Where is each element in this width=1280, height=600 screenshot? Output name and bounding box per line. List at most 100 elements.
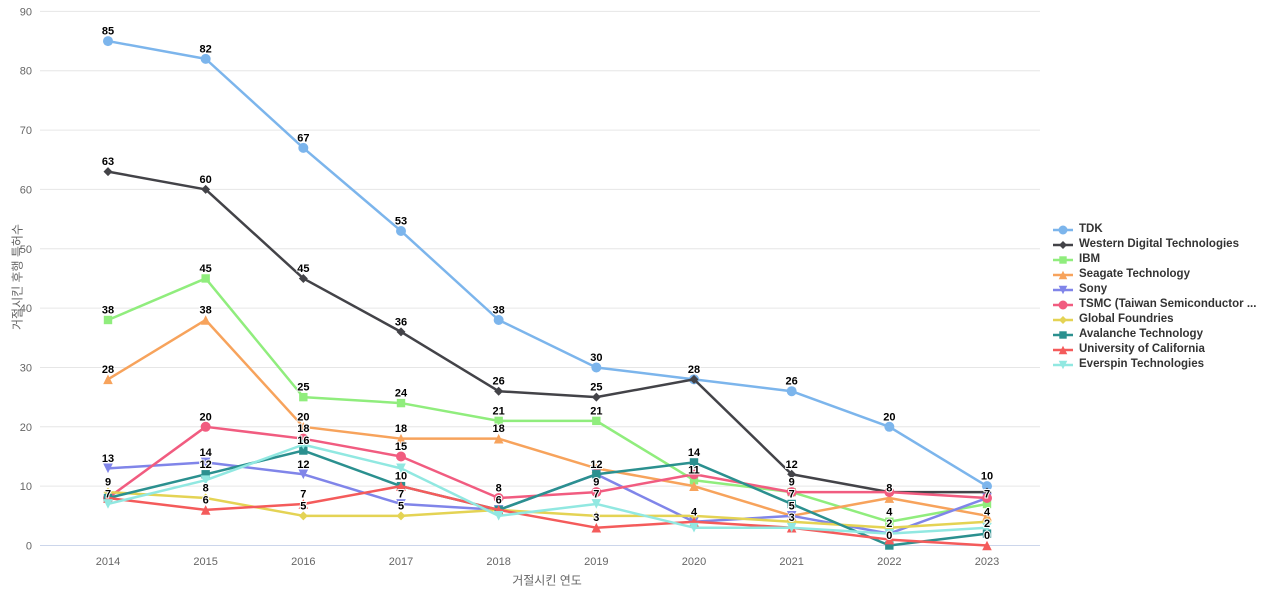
legend-label: University of California (1079, 343, 1205, 355)
legend-item[interactable]: Avalanche Technology (1052, 327, 1256, 342)
data-label: 28 (688, 364, 700, 376)
data-label: 13 (102, 453, 114, 465)
data-label: 0 (984, 530, 990, 542)
x-tick-label: 2014 (96, 556, 120, 568)
y-tick-label: 70 (20, 125, 32, 137)
data-label: 30 (590, 352, 602, 364)
y-tick-label: 40 (20, 303, 32, 315)
series-tdk (103, 36, 992, 492)
legend-triangle-marker-icon (1053, 345, 1073, 354)
data-label: 10 (981, 471, 993, 483)
data-label: 7 (984, 488, 990, 500)
y-tick-label: 20 (20, 422, 32, 434)
data-label: 2 (984, 518, 990, 530)
y-tick-label: 80 (20, 66, 32, 78)
data-label: 7 (593, 488, 599, 500)
data-label: 82 (200, 43, 212, 55)
data-label: 38 (493, 304, 505, 316)
data-label: 8 (496, 483, 502, 495)
data-label: 45 (200, 263, 212, 275)
data-label: 36 (395, 316, 407, 328)
legend-item[interactable]: Everspin Technologies (1052, 357, 1256, 372)
legend-triangle-down-marker-icon (1053, 285, 1073, 294)
data-label: 5 (789, 500, 795, 512)
data-label: 7 (398, 488, 404, 500)
data-label: 9 (789, 477, 795, 489)
legend: TDK Western Digital Technologies IBM Seagat… (1052, 222, 1256, 372)
data-label: 63 (102, 156, 114, 168)
data-label: 53 (395, 215, 407, 227)
data-label: 18 (493, 423, 505, 435)
legend-item[interactable]: TDK (1052, 222, 1256, 237)
series-ibm (103, 274, 992, 526)
data-label: 3 (593, 512, 599, 524)
data-label: 4 (886, 506, 893, 518)
data-label: 12 (297, 459, 309, 471)
x-tick-label: 2020 (682, 556, 706, 568)
legend-label: IBM (1079, 253, 1101, 265)
legend-item[interactable]: University of California (1052, 342, 1256, 357)
legend-label: Western Digital Technologies (1079, 238, 1239, 250)
data-label: 14 (200, 447, 213, 459)
legend-diamond-marker-icon (1053, 315, 1073, 324)
data-label: 8 (203, 483, 209, 495)
data-label: 12 (786, 459, 798, 471)
y-tick-label: 10 (20, 481, 32, 493)
data-label: 9 (593, 477, 599, 489)
series-seagate-technology (103, 315, 992, 521)
x-tick-label: 2015 (193, 556, 217, 568)
x-axis-title: 거절시킨 연도 (512, 573, 582, 588)
data-label: 2 (886, 518, 892, 530)
legend-item[interactable]: Western Digital Technologies (1052, 237, 1256, 252)
data-label: 25 (590, 382, 602, 394)
data-label: 6 (496, 494, 502, 506)
data-label: 38 (102, 304, 114, 316)
data-label: 15 (395, 441, 407, 453)
data-label: 20 (297, 411, 309, 423)
legend-item[interactable]: Seagate Technology (1052, 267, 1256, 282)
y-tick-label: 30 (20, 362, 32, 374)
data-label: 3 (789, 512, 795, 524)
data-label: 85 (102, 26, 114, 38)
data-label: 21 (493, 405, 505, 417)
data-label: 45 (297, 263, 309, 275)
legend-label: Avalanche Technology (1079, 328, 1203, 340)
data-label: 12 (590, 459, 602, 471)
data-label: 0 (886, 530, 892, 542)
legend-item[interactable]: IBM (1052, 252, 1256, 267)
data-label: 38 (200, 304, 212, 316)
data-label: 21 (590, 405, 602, 417)
data-label: 5 (300, 500, 306, 512)
data-label: 60 (200, 174, 212, 186)
data-label: 11 (688, 465, 700, 477)
data-label: 18 (297, 423, 309, 435)
data-label: 24 (395, 388, 408, 400)
data-label: 5 (398, 500, 404, 512)
x-tick-label: 2017 (389, 556, 413, 568)
series-western-digital-technologies (103, 167, 992, 497)
data-label: 7 (105, 488, 111, 500)
legend-square-marker-icon (1053, 255, 1073, 264)
data-label: 25 (297, 382, 309, 394)
data-label: 16 (297, 435, 309, 447)
x-tick-label: 2018 (486, 556, 510, 568)
legend-diamond-marker-icon (1053, 240, 1073, 249)
x-tick-label: 2022 (877, 556, 901, 568)
y-tick-label: 90 (20, 6, 32, 18)
legend-item[interactable]: TSMC (Taiwan Semiconductor ... (1052, 297, 1256, 312)
data-label: 6 (496, 494, 502, 506)
data-label: 26 (786, 376, 798, 388)
legend-item[interactable]: Global Foundries (1052, 312, 1256, 327)
y-tick-label: 60 (20, 184, 32, 196)
legend-circle-marker-icon (1053, 300, 1073, 309)
x-tick-label: 2021 (779, 556, 803, 568)
legend-label: Global Foundries (1079, 313, 1174, 325)
legend-label: Seagate Technology (1079, 268, 1190, 280)
legend-item[interactable]: Sony (1052, 282, 1256, 297)
legend-triangle-down-marker-icon (1053, 360, 1073, 369)
y-tick-label: 50 (20, 244, 32, 256)
y-tick-label: 0 (26, 541, 32, 553)
